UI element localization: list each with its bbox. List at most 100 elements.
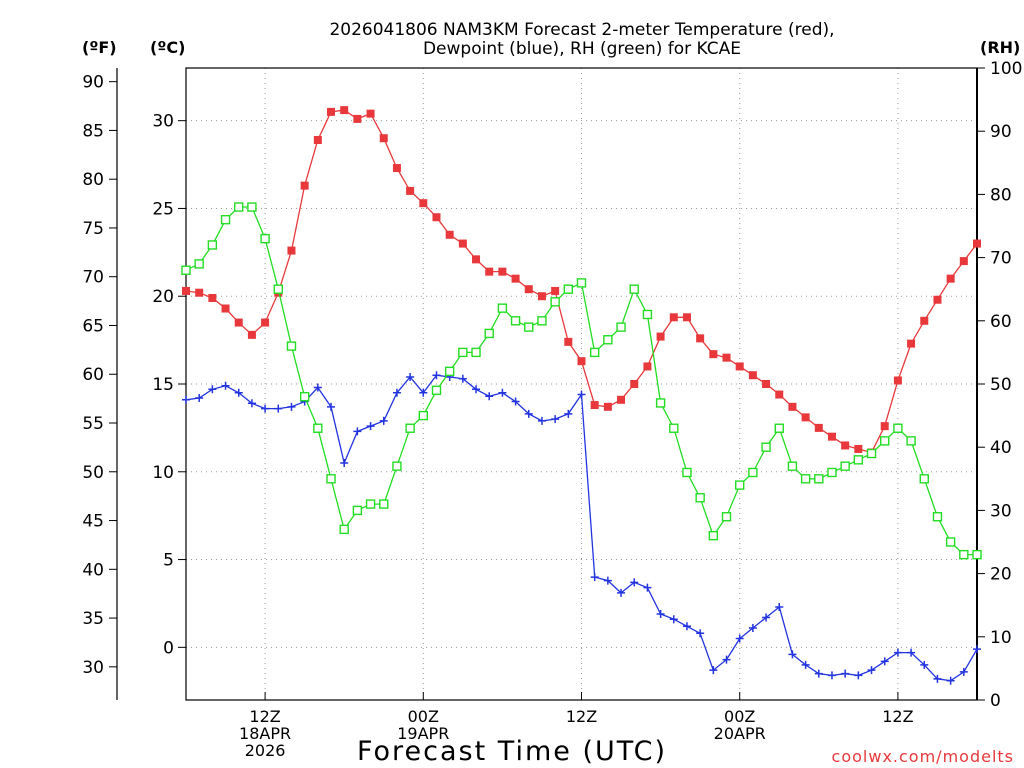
rh-point bbox=[220, 214, 231, 225]
dewpoint-point bbox=[617, 588, 626, 597]
x-tick-label: 00Z bbox=[408, 707, 439, 726]
dewpoint-point bbox=[907, 648, 916, 657]
dewpoint-point bbox=[327, 402, 336, 411]
rh-point bbox=[945, 537, 956, 547]
rh-point bbox=[682, 467, 692, 478]
temperature-point bbox=[775, 390, 784, 399]
temperature-point bbox=[973, 239, 981, 248]
rh-point bbox=[484, 328, 494, 339]
fahrenheit-tick-label: 85 bbox=[82, 121, 104, 141]
temperature-point bbox=[392, 164, 401, 173]
dewpoint-point bbox=[696, 629, 705, 638]
rh-point bbox=[761, 442, 771, 452]
temperature-point bbox=[603, 402, 612, 411]
fahrenheit-tick-label: 50 bbox=[82, 463, 104, 483]
fahrenheit-tick-label: 70 bbox=[82, 268, 104, 288]
dewpoint-point bbox=[880, 657, 889, 666]
temperature-point bbox=[524, 285, 533, 294]
x-tick-label: 12Z bbox=[249, 707, 280, 726]
temperature-point bbox=[682, 313, 691, 322]
temperature-point bbox=[511, 274, 520, 283]
rh-point bbox=[260, 233, 270, 244]
dewpoint-point bbox=[814, 669, 823, 678]
temperature-point bbox=[221, 304, 230, 313]
data-series bbox=[181, 106, 982, 685]
celsius-unit-label: (ºC) bbox=[150, 38, 185, 57]
dewpoint-point bbox=[379, 416, 388, 425]
dewpoint-point bbox=[208, 385, 217, 394]
temperature-point bbox=[959, 257, 968, 266]
rh-point bbox=[194, 259, 204, 269]
temperature-point bbox=[722, 353, 731, 362]
temperature-point bbox=[537, 292, 546, 301]
rh-point bbox=[972, 549, 982, 560]
rh-point bbox=[181, 265, 191, 275]
temperature-point bbox=[590, 401, 599, 410]
rh-point bbox=[550, 297, 560, 307]
rh-tick-label: 80 bbox=[990, 185, 1012, 205]
temperature-point bbox=[762, 380, 771, 388]
dewpoint-point bbox=[274, 404, 283, 413]
temperature-point bbox=[247, 330, 256, 339]
gridlines bbox=[186, 68, 977, 700]
rh-point bbox=[800, 474, 811, 484]
dewpoint-point bbox=[841, 669, 850, 678]
rh-point bbox=[299, 391, 310, 402]
temperature-point bbox=[353, 114, 362, 123]
celsius-tick-label: 30 bbox=[152, 112, 174, 132]
dewpoint-point bbox=[511, 397, 520, 406]
rh-point bbox=[932, 512, 943, 522]
x-tick-label: 18APR bbox=[239, 724, 291, 743]
rh-tick-label: 30 bbox=[990, 501, 1012, 521]
rh-tick-label: 20 bbox=[990, 565, 1012, 585]
dewpoint-point bbox=[419, 388, 428, 397]
x-tick-label: 12Z bbox=[882, 707, 913, 726]
temperature-point bbox=[379, 134, 388, 143]
temperature-point bbox=[946, 274, 955, 283]
rh-point bbox=[524, 322, 534, 332]
rh-point bbox=[840, 461, 850, 471]
fahrenheit-tick-label: 35 bbox=[82, 609, 104, 629]
fahrenheit-tick-label: 90 bbox=[82, 73, 104, 93]
celsius-tick-label: 10 bbox=[152, 463, 174, 483]
temperature-point bbox=[313, 135, 322, 144]
dewpoint-point bbox=[247, 399, 256, 408]
rh-point bbox=[774, 423, 784, 433]
temperature-point bbox=[208, 293, 217, 302]
rh-point bbox=[735, 480, 745, 490]
dewpoint-point bbox=[959, 667, 968, 676]
dewpoint-point bbox=[603, 576, 612, 585]
temperature-point bbox=[551, 286, 560, 295]
fahrenheit-tick-label: 30 bbox=[82, 658, 104, 678]
rh-point bbox=[273, 284, 283, 294]
celsius-tick-label: 25 bbox=[152, 199, 174, 219]
rh-tick-label: 10 bbox=[990, 628, 1012, 648]
temperature-point bbox=[827, 432, 836, 441]
fahrenheit-tick-label: 40 bbox=[82, 560, 104, 580]
dewpoint-point bbox=[630, 578, 639, 587]
x-tick-label: 00Z bbox=[724, 707, 755, 726]
dewpoint-point bbox=[893, 648, 902, 657]
x-tick-label: 19APR bbox=[397, 724, 449, 743]
temperature-point bbox=[182, 286, 190, 295]
temperature-point bbox=[340, 106, 349, 115]
dewpoint-point bbox=[234, 388, 243, 397]
rh-point bbox=[392, 461, 402, 471]
temperature-point bbox=[656, 332, 665, 341]
rh-tick-label: 70 bbox=[990, 249, 1012, 269]
rh-point bbox=[471, 347, 481, 358]
rh-point bbox=[286, 341, 297, 351]
temperature-point bbox=[577, 357, 586, 366]
dewpoint-point bbox=[432, 371, 441, 380]
dewpoint-point bbox=[920, 660, 929, 669]
dewpoint-point bbox=[392, 388, 401, 397]
dewpoint-line bbox=[185, 374, 978, 682]
rh-tick-label: 100 bbox=[990, 59, 1022, 79]
fahrenheit-unit-label: (ºF) bbox=[82, 38, 117, 57]
rh-point bbox=[629, 284, 639, 294]
temperature-point bbox=[406, 186, 415, 195]
fahrenheit-tick-label: 60 bbox=[82, 365, 104, 385]
rh-point bbox=[418, 410, 428, 421]
dewpoint-point bbox=[524, 409, 533, 418]
temperature-point bbox=[472, 255, 481, 264]
